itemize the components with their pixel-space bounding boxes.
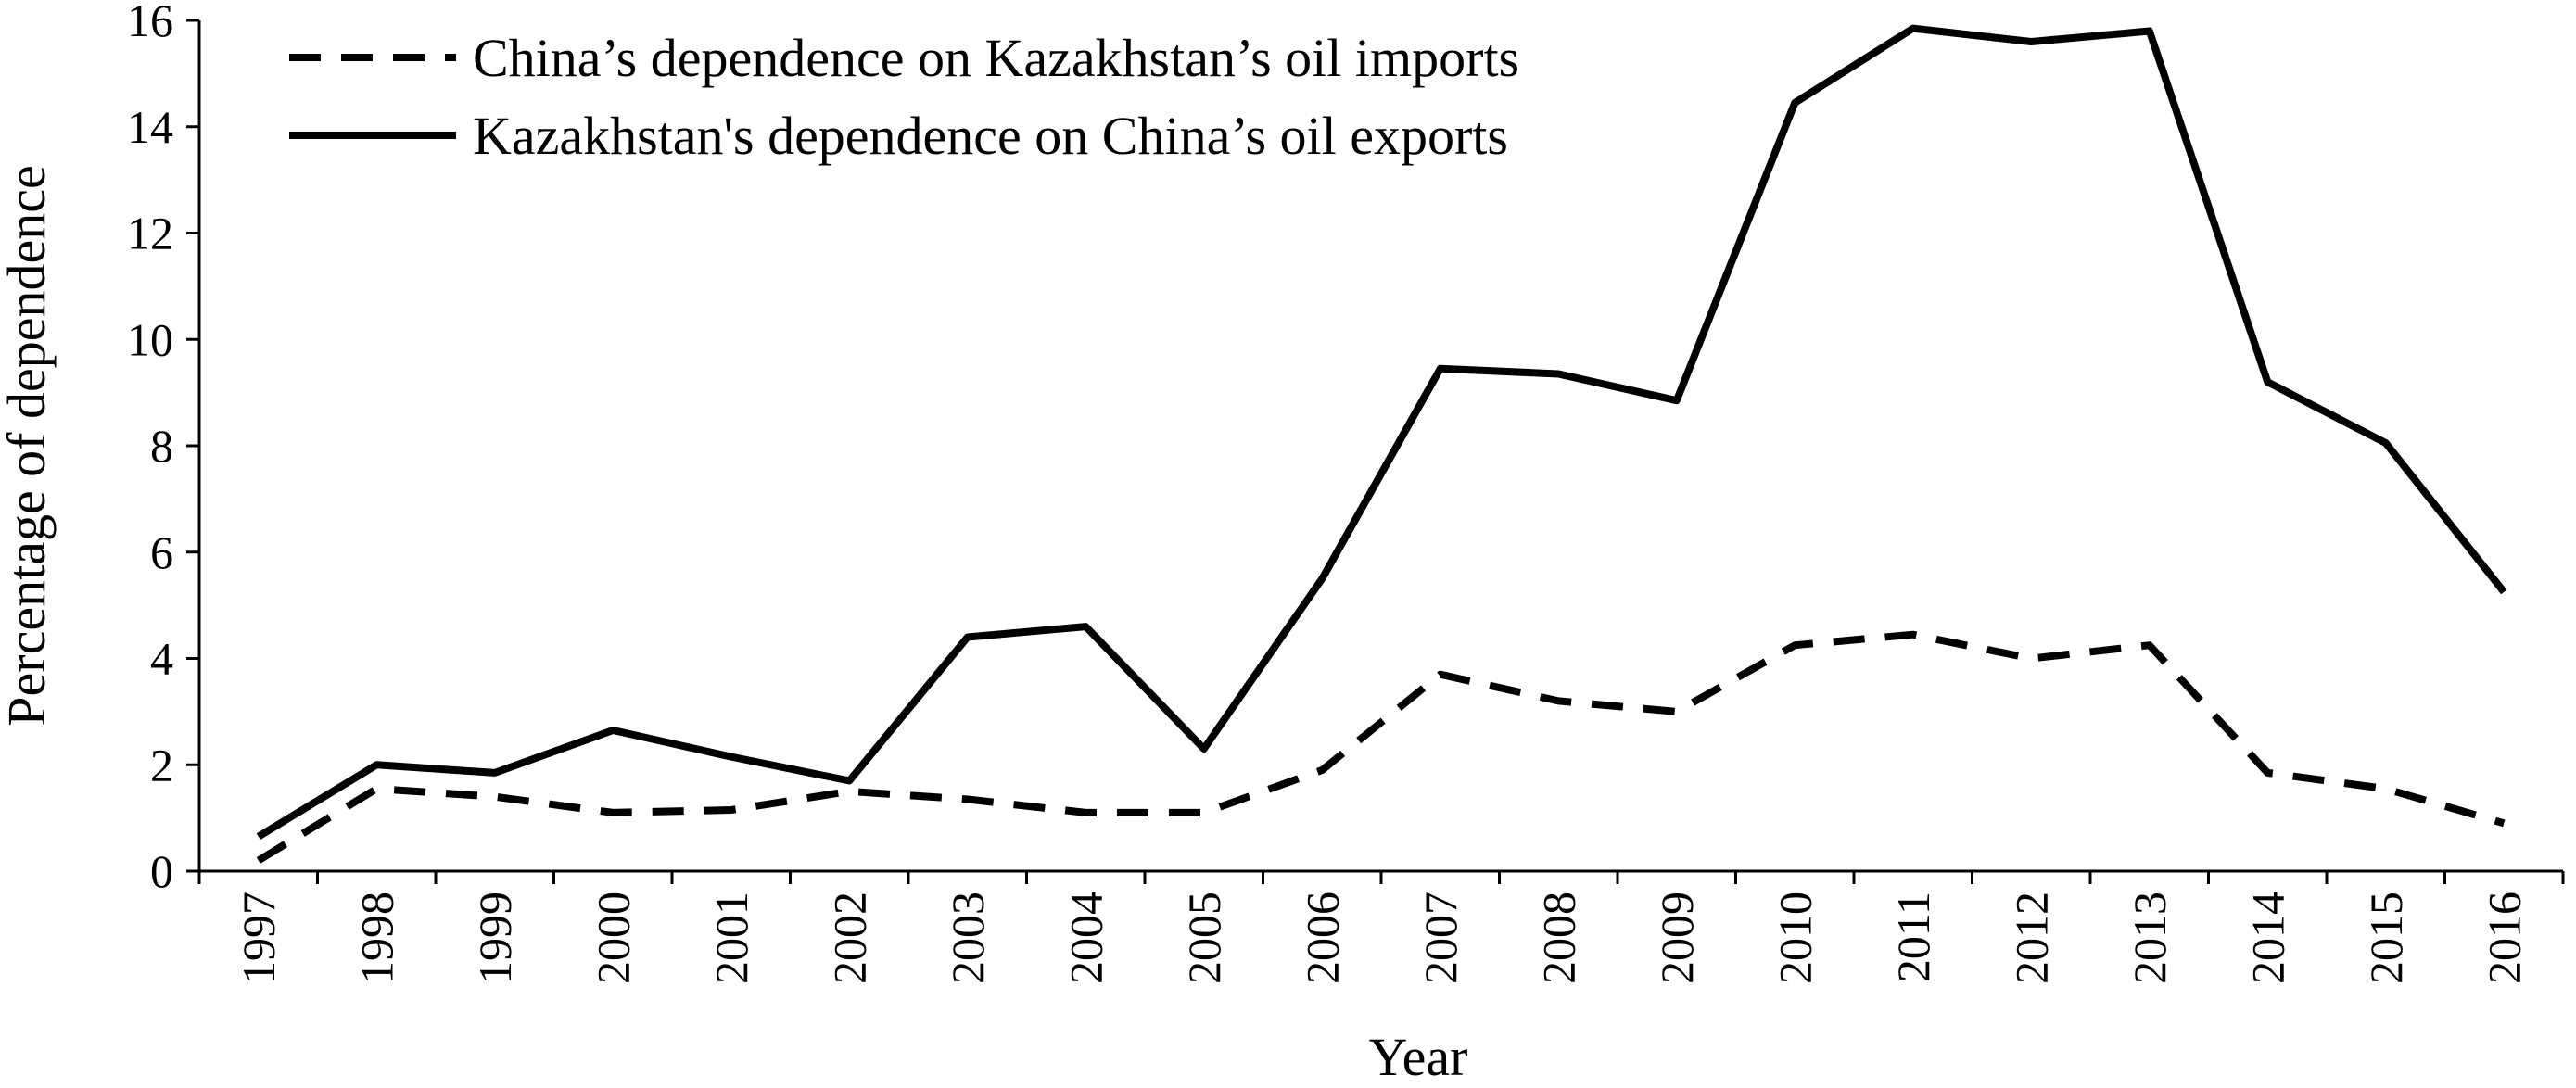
x-tick-label: 2000 [587, 892, 639, 984]
x-tick-label: 2007 [1415, 892, 1466, 984]
series-line-2 [256, 24, 2507, 841]
x-tick-label: 2013 [2124, 892, 2176, 984]
x-tick-label: 1999 [469, 892, 521, 984]
x-axis-ticks: 1997 1998 1999 2000 2001 2002 2003 2004 2005 2006… [197, 871, 2565, 984]
legend: China’s dependence on Kazakhstan’s oil i… [289, 28, 1519, 166]
y-tick-label: 14 [127, 101, 173, 153]
x-tick-label: 1997 [233, 892, 285, 984]
y-tick-label: 10 [127, 313, 173, 365]
series-line-1 [256, 630, 2506, 864]
y-tick-label: 0 [150, 845, 173, 897]
x-tick-label: 2004 [1060, 892, 1111, 984]
legend-label-2: Kazakhstan's dependence on China’s oil e… [473, 106, 1508, 166]
y-tick-label: 2 [150, 739, 173, 791]
x-tick-label: 2012 [2005, 892, 2057, 984]
y-axis-title: Percentage of dependence [0, 165, 57, 726]
x-tick-label: 2009 [1651, 892, 1703, 984]
x-tick-label: 2010 [1769, 892, 1821, 984]
x-tick-label: 2003 [942, 892, 994, 984]
x-tick-label: 2006 [1296, 892, 1348, 984]
x-tick-label: 2008 [1532, 892, 1584, 984]
y-tick-label: 4 [150, 633, 173, 685]
y-tick-label: 8 [150, 420, 173, 472]
y-tick-label: 12 [127, 208, 173, 259]
y-axis-ticks: 0 2 4 6 8 10 12 14 16 [127, 0, 199, 897]
x-tick-label: 2005 [1178, 892, 1230, 984]
x-tick-label: 2016 [2478, 892, 2530, 984]
series-layer [256, 24, 2507, 864]
legend-label-1: China’s dependence on Kazakhstan’s oil i… [473, 28, 1519, 88]
x-tick-label: 2001 [705, 892, 757, 984]
x-tick-label: 2015 [2360, 892, 2412, 984]
y-tick-label: 16 [127, 0, 173, 46]
x-tick-label: 2014 [2241, 892, 2293, 984]
x-tick-label: 1998 [350, 892, 402, 984]
y-tick-label: 6 [150, 526, 173, 578]
x-tick-label: 2002 [823, 892, 875, 984]
x-axis-title: Year [1369, 1027, 1468, 1087]
x-tick-label: 2011 [1887, 892, 1939, 982]
